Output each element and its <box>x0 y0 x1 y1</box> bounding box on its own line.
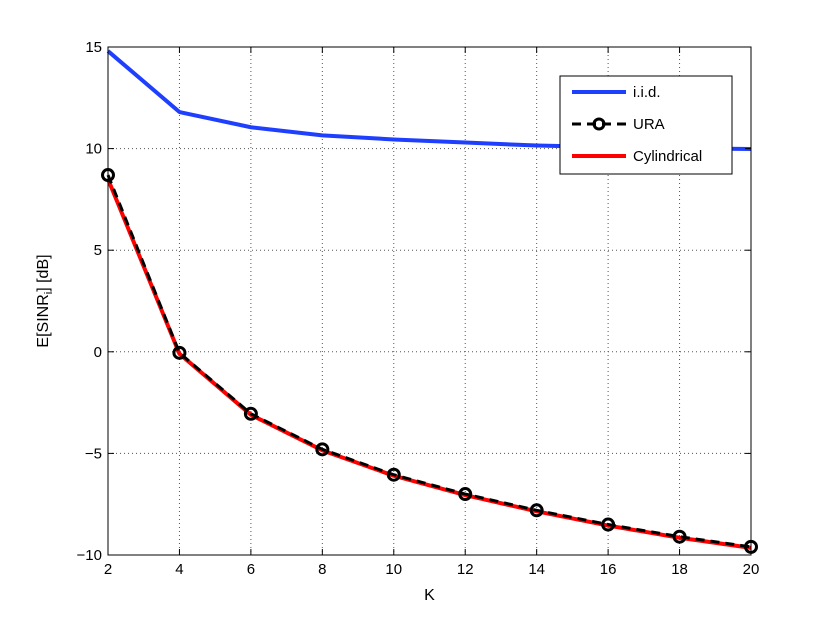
y-tick-label: −10 <box>77 547 102 564</box>
y-tick-label: 10 <box>85 141 102 158</box>
data-point-ura <box>243 406 258 421</box>
y-axis-label-main: E[SINR <box>35 294 52 347</box>
legend-marker-ura <box>592 117 606 131</box>
ticks: 2 4 6 8 10 12 14 16 18 20 −10 −5 0 5 10 15 <box>77 39 760 578</box>
y-tick-label: −5 <box>85 445 102 462</box>
x-tick-label: 12 <box>457 561 474 578</box>
x-tick-label: 18 <box>671 561 688 578</box>
legend-label-cylindrical: Cylindrical <box>633 148 702 165</box>
x-tick-label: 20 <box>743 561 760 578</box>
x-tick-label: 2 <box>104 561 112 578</box>
x-axis-label: K <box>424 587 435 604</box>
x-tick-label: 16 <box>600 561 617 578</box>
plot-frame <box>107 46 752 556</box>
data-point-ura <box>529 503 544 518</box>
x-tick-label: 8 <box>318 561 326 578</box>
data-point-ura <box>672 529 687 544</box>
legend-label-iid: i.i.d. <box>633 84 661 101</box>
series-line-ura <box>106 174 752 549</box>
data-point-ura <box>386 467 401 482</box>
x-tick-label: 10 <box>385 561 402 578</box>
data-point-ura <box>172 345 187 360</box>
y-axis-label-suffix: ] [dB] <box>35 254 52 291</box>
y-tick-label: 0 <box>94 344 102 361</box>
y-tick-label: 5 <box>94 242 102 259</box>
data-point-ura <box>458 487 473 502</box>
y-tick-label: 15 <box>85 39 102 56</box>
data-point-ura <box>601 517 616 532</box>
x-tick-label: 14 <box>528 561 545 578</box>
legend: i.i.d. URA Cylindrical <box>559 75 733 175</box>
y-axis-label-subscript: i <box>43 292 55 294</box>
y-axis-label: E[SINRi] [dB] <box>35 254 55 347</box>
x-tick-label: 6 <box>247 561 255 578</box>
data-point-ura <box>315 442 330 457</box>
legend-label-ura: URA <box>633 116 665 133</box>
x-tick-label: 4 <box>175 561 183 578</box>
